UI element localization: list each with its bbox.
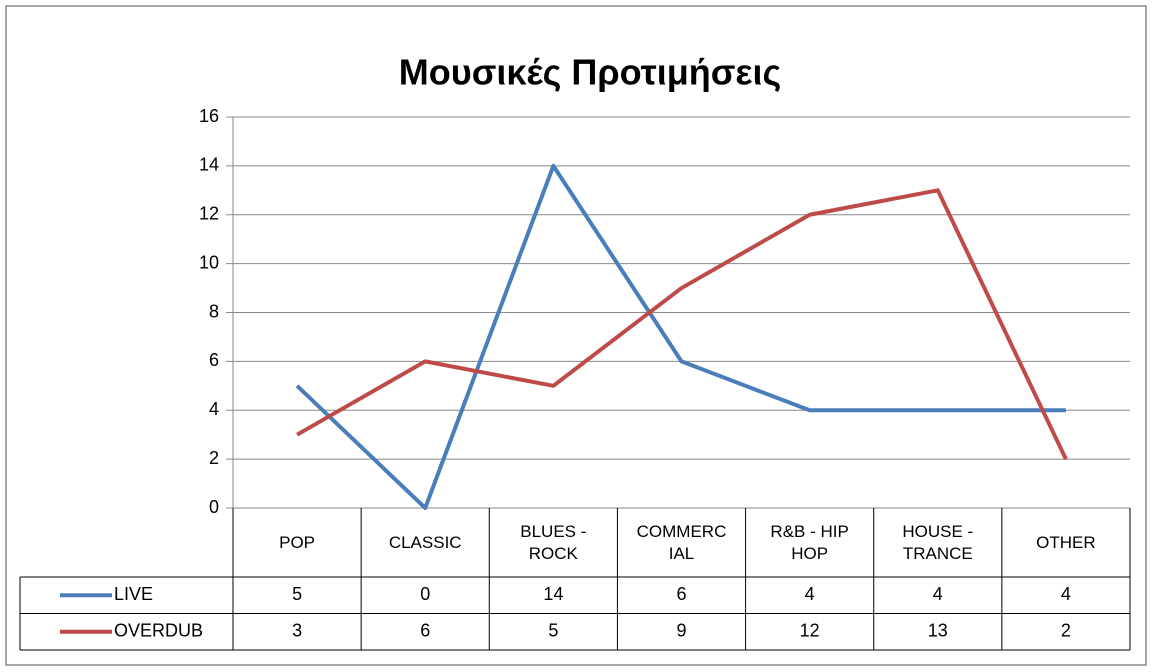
- category-cell: OTHER: [1002, 508, 1130, 577]
- category-cell: POP: [233, 508, 361, 577]
- category-cell: BLUES - ROCK: [489, 508, 617, 577]
- x-tick-label: CLASSIC: [361, 508, 489, 577]
- table-value: 9: [676, 621, 686, 641]
- table-value: 5: [548, 621, 558, 641]
- x-tick-label: POP: [233, 508, 361, 577]
- table-value: 5: [292, 584, 302, 604]
- y-tick-label: 12: [199, 204, 219, 224]
- series-line: [295, 163, 1066, 510]
- table-value: 2: [1061, 621, 1071, 641]
- category-cell: R&B - HIP HOP: [746, 508, 874, 577]
- x-tick-label: BLUES - ROCK: [489, 508, 617, 577]
- x-tick-text: BLUES - ROCK: [520, 521, 587, 563]
- table-value: 13: [928, 621, 948, 641]
- legend-label: OVERDUB: [114, 621, 203, 641]
- category-cell: CLASSIC: [361, 508, 489, 577]
- y-tick-label: 0: [209, 497, 219, 517]
- chart-title: Μουσικές Προτιμήσεις: [399, 52, 781, 93]
- y-tick-label: 10: [199, 252, 219, 272]
- table-value: 3: [292, 621, 302, 641]
- x-tick-label: R&B - HIP HOP: [746, 508, 874, 577]
- x-tick-label: COMMERCIAL: [617, 508, 745, 577]
- table-value: 6: [676, 584, 686, 604]
- series-line: [296, 188, 1068, 460]
- table-value: 4: [805, 584, 815, 604]
- y-tick-label: 4: [209, 399, 219, 419]
- table-value: 0: [420, 584, 430, 604]
- x-tick-text: OTHER: [1036, 532, 1096, 552]
- x-tick-text: HOUSE - TRANCE: [902, 521, 974, 563]
- y-tick-label: 14: [199, 155, 219, 175]
- x-tick-label: OTHER: [1002, 508, 1130, 577]
- y-tick-label: 2: [209, 448, 219, 468]
- x-tick-text: R&B - HIP HOP: [770, 521, 849, 563]
- category-cell: COMMERCIAL: [617, 508, 745, 577]
- table-value: 6: [420, 621, 430, 641]
- table-value: 14: [543, 584, 563, 604]
- legend-label: LIVE: [114, 584, 153, 604]
- x-tick-text: POP: [279, 532, 316, 552]
- category-cell: HOUSE - TRANCE: [874, 508, 1002, 577]
- x-tick-text: CLASSIC: [388, 532, 462, 552]
- chart-border: [5, 5, 1147, 666]
- x-tick-label: HOUSE - TRANCE: [874, 508, 1002, 577]
- y-tick-label: 8: [209, 301, 219, 321]
- y-tick-label: 16: [199, 106, 219, 126]
- x-tick-text: COMMERCIAL: [636, 521, 727, 563]
- y-tick-label: 6: [209, 350, 219, 370]
- table-value: 4: [933, 584, 943, 604]
- table-value: 12: [800, 621, 820, 641]
- table-value: 4: [1061, 584, 1071, 604]
